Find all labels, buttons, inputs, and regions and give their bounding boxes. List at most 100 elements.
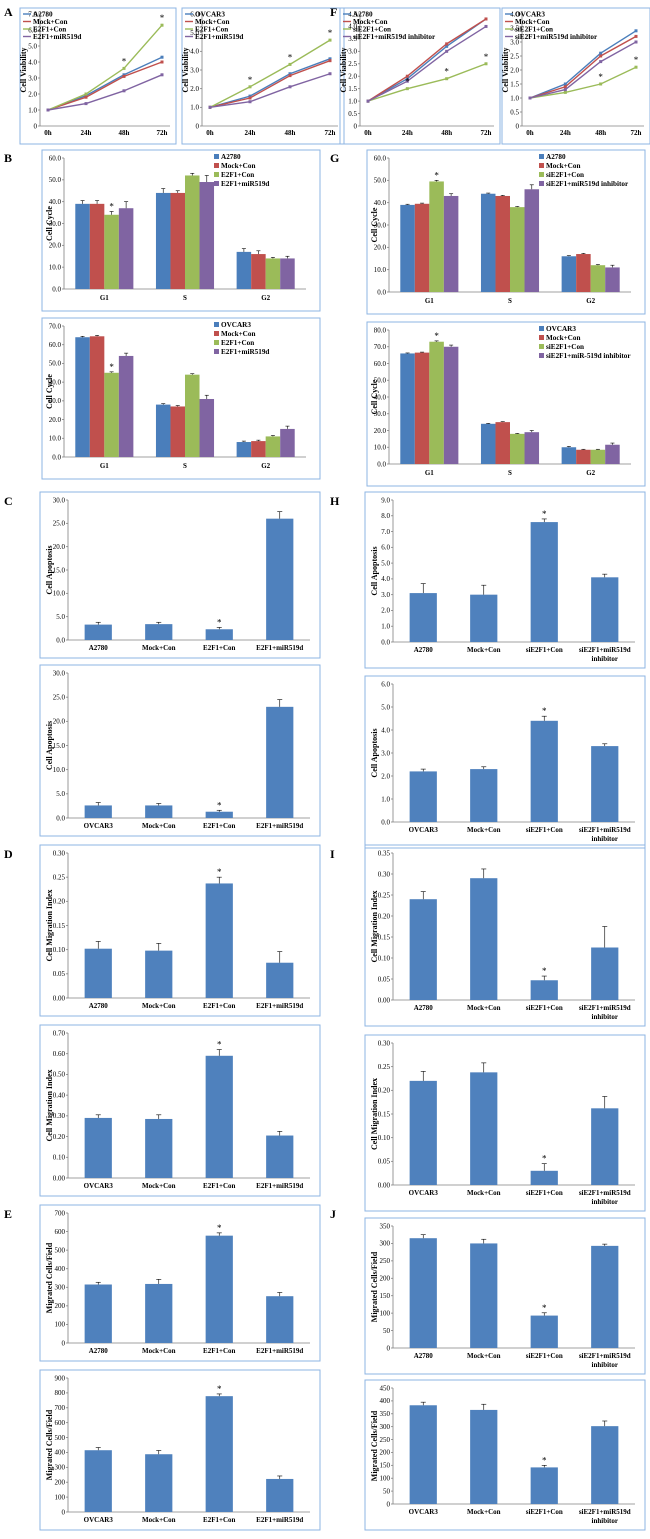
chart-frame-G2 (366, 321, 646, 487)
x-tick-label-G1: G2 (586, 297, 595, 305)
y-tick-label-F2: 0.5 (510, 108, 519, 116)
y-tick-label-E2: 700 (55, 1404, 66, 1412)
y-tick-label-G2: 60.0 (374, 360, 387, 368)
chart-c2: 0.0 5.0 10.0 15.0 20.0 25.0 30.0 Cell Apoptosis… (39, 664, 321, 837)
y-tick-label-A2: 1.0 (190, 104, 199, 112)
data-point-F1-0 (445, 44, 449, 48)
y-tick-label-G2: 50.0 (374, 377, 387, 385)
legend-label-B2-0: OVCAR3 (221, 321, 251, 329)
y-tick-label-G1: 20.0 (374, 244, 387, 252)
data-point-F1-3 (484, 24, 488, 28)
y-tick-label-E1: 500 (55, 1246, 66, 1254)
significance-star-G2: * (434, 331, 439, 341)
chart-frame-F1 (339, 7, 501, 145)
y-tick-label-B1: 50.0 (49, 176, 62, 184)
bar-G1-G1-2 (429, 181, 444, 292)
legend-label-F2-0: OVCAR3 (515, 10, 545, 18)
x-tick-label-B2: G2 (261, 462, 270, 470)
y-tick-label-J2: 400 (380, 1397, 391, 1405)
chart-frame-I2 (364, 1034, 646, 1212)
data-point-A2-0 (248, 94, 252, 98)
bar-I2-1 (470, 1072, 498, 1185)
data-point-F1-2 (445, 77, 449, 81)
y-tick-label-J2: 200 (380, 1449, 391, 1457)
data-point-A1-1 (84, 95, 88, 99)
legend-label-A1-1: Mock+Con (33, 18, 67, 26)
y-axis-title-C1: Cell Apoptosis (45, 545, 54, 594)
legend-label-A1-3: E2F1+miR519d (33, 33, 81, 41)
y-tick-label-B2: 0.0 (52, 453, 61, 461)
y-tick-label-F1: 1.0 (348, 97, 357, 105)
x-tick-label-H1: siE2F1+miR519d inhibitor (579, 646, 631, 663)
data-point-F1-2 (405, 87, 409, 91)
x-tick-label-H2: OVCAR3 (409, 826, 439, 834)
x-tick-label-B1: G1 (100, 294, 109, 302)
x-tick-label-C1: E2F1+miR519d (256, 644, 303, 652)
bar-H1-1 (470, 594, 498, 642)
y-tick-label-A2: 3.0 (190, 66, 199, 74)
y-axis-title-C2: Cell Apoptosis (45, 721, 54, 770)
x-tick-label-H2: Mock+Con (467, 826, 501, 834)
y-tick-label-B2: 20.0 (49, 416, 62, 424)
y-tick-label-D1: 0.30 (53, 849, 66, 857)
x-tick-label-A1: 24h (81, 129, 92, 137)
bar-E1-0 (84, 1284, 112, 1343)
x-tick-label-E1: Mock+Con (142, 1347, 176, 1355)
y-tick-label-H1: 6.0 (381, 544, 390, 552)
x-tick-label-J2: siE2F1+Con (526, 1508, 563, 1516)
x-tick-label-D2: E2F1+Con (203, 1182, 235, 1190)
y-axis-title-J1: Migrated Cells/Field (370, 1251, 379, 1322)
data-point-A2-1 (328, 59, 332, 63)
bar-G2-S-2 (510, 433, 525, 464)
y-tick-label-E2: 500 (55, 1434, 66, 1442)
y-axis-title-G1: Cell Cycle (370, 207, 379, 242)
series-line-A2-0 (209, 58, 331, 109)
data-point-A1-3 (46, 108, 50, 112)
y-tick-label-I2: 0.30 (378, 1039, 391, 1047)
legend-swatch-G1-1 (539, 163, 544, 168)
x-tick-label-J1: siE2F1+miR519d inhibitor (579, 1352, 631, 1369)
bar-J2-3 (591, 1426, 619, 1504)
x-tick-label-A2: 24h (245, 129, 256, 137)
legend-label-F1-2: siE2F1+Con (353, 25, 391, 33)
significance-star-C1: * (217, 617, 222, 627)
data-point-A2-2 (328, 38, 332, 42)
y-tick-label-H1: 5.0 (381, 559, 390, 567)
bar-B2-G2-1 (251, 441, 266, 457)
bar-C2-2 (205, 811, 233, 818)
chart-c1: 0.0 5.0 10.0 15.0 20.0 25.0 30.0 Cell Apoptosis… (39, 491, 321, 659)
data-point-A1-0 (160, 55, 164, 59)
bar-J1-2 (530, 1315, 558, 1348)
y-tick-label-I2: 0.25 (378, 1063, 391, 1071)
significance-star-G1: * (434, 170, 439, 180)
y-tick-label-E2: 600 (55, 1419, 66, 1427)
bar-G2-G1-1 (414, 352, 430, 464)
chart-a1: 0 1.0 2.0 3.0 4.0 5.0 6.0 7.0 0h 24h 48h 72h Cell Vi… (19, 7, 177, 145)
legend-label-A2-0: OVCAR3 (195, 10, 225, 18)
bar-J1-1 (470, 1243, 498, 1348)
significance-star-A1: * (122, 56, 127, 66)
x-tick-label-G2: S (508, 469, 512, 477)
bar-E1-3 (266, 1296, 294, 1343)
legend-label-F1-0: A2780 (353, 10, 373, 18)
legend-label-B1-2: E2F1+Con (221, 171, 254, 179)
panel-letter-i: I (330, 847, 335, 861)
y-tick-label-H2: 5.0 (381, 703, 390, 711)
legend-label-G1-0: A2780 (546, 153, 566, 161)
chart-frame-A1 (19, 7, 177, 145)
legend-swatch-G2-0 (539, 326, 544, 331)
y-tick-label-C1: 5.0 (56, 613, 65, 621)
bar-H2-3 (591, 746, 619, 822)
y-tick-label-J2: 250 (380, 1436, 391, 1444)
chart-g2: 0.0 10.0 20.0 30.0 40.0 50.0 60.0 70.0 80.0 Cell … (366, 321, 646, 487)
y-tick-label-A2: 2.0 (190, 85, 199, 93)
data-point-F2-3 (599, 60, 603, 64)
bar-G1-G1-3 (443, 195, 459, 292)
x-tick-label-C2: E2F1+miR519d (256, 822, 303, 830)
y-tick-label-E2: 100 (55, 1493, 66, 1501)
y-tick-label-I2: 0.20 (378, 1087, 391, 1095)
x-tick-label-J2: Mock+Con (467, 1508, 501, 1516)
bar-B1-S-0 (155, 192, 171, 289)
data-point-A1-2 (122, 66, 126, 70)
y-tick-label-J1: 250 (380, 1257, 391, 1265)
